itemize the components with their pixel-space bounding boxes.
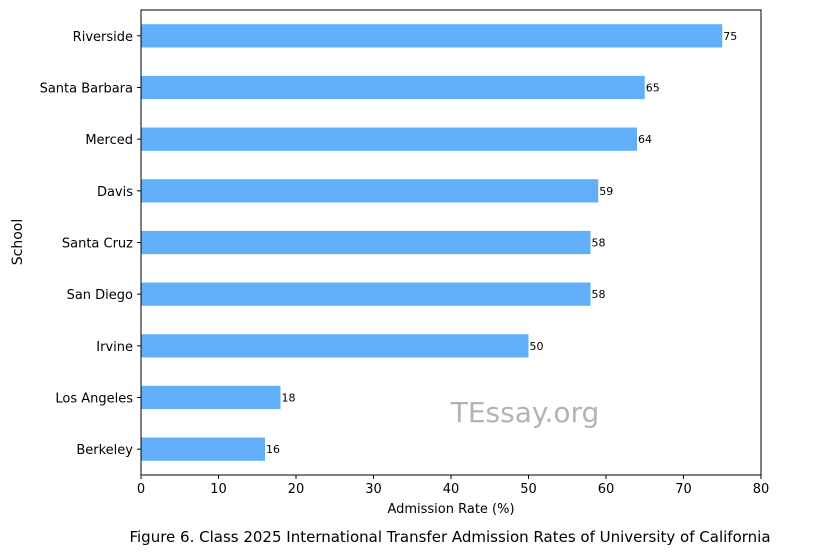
y-tick-label: Berkeley <box>76 443 133 458</box>
bars-group <box>141 24 723 461</box>
bar-berkeley <box>141 437 265 461</box>
bar-riverside <box>141 24 723 48</box>
y-tick-label: Davis <box>97 185 133 200</box>
x-tick-label: 70 <box>675 482 692 497</box>
watermark: TEssay.org <box>450 396 600 429</box>
data-label: 64 <box>638 133 652 146</box>
y-tick-label: Santa Cruz <box>62 237 133 252</box>
data-label: 50 <box>530 340 544 353</box>
x-tick-label: 10 <box>210 482 227 497</box>
x-tick-label: 0 <box>137 482 145 497</box>
x-tick-label: 60 <box>598 482 615 497</box>
bar-los-angeles <box>141 385 281 410</box>
figure-caption: Figure 6. Class 2025 International Trans… <box>129 528 770 546</box>
data-label: 58 <box>592 288 606 301</box>
y-tick-label: Merced <box>85 133 133 148</box>
y-tick-label: Irvine <box>96 340 133 355</box>
y-tick-label: Riverside <box>73 30 133 45</box>
data-label: 65 <box>646 82 660 95</box>
bar-san-diego <box>141 282 591 306</box>
y-tick-label: Santa Barbara <box>40 82 133 97</box>
x-tick-label: 20 <box>288 482 305 497</box>
bar-irvine <box>141 334 529 358</box>
x-tick-label: 40 <box>443 482 460 497</box>
data-label: 16 <box>266 443 280 456</box>
bar-santa-cruz <box>141 230 591 255</box>
data-label: 59 <box>599 185 613 198</box>
data-labels-group: 75 65 64 59 58 58 50 18 16 <box>266 30 737 456</box>
y-tick-label: Los Angeles <box>55 392 133 407</box>
data-label: 58 <box>592 237 606 250</box>
data-label: 18 <box>282 392 296 405</box>
x-axis-label: Admission Rate (%) <box>387 502 514 517</box>
x-tick-label: 30 <box>365 482 382 497</box>
x-tick-label: 50 <box>520 482 537 497</box>
y-axis: Riverside Santa Barbara Merced Davis Santa C… <box>40 30 141 458</box>
x-axis: 0 10 20 30 40 50 60 70 80 <box>137 475 769 497</box>
data-label: 75 <box>723 30 737 43</box>
x-tick-label: 80 <box>753 482 770 497</box>
y-tick-label: San Diego <box>67 288 133 303</box>
bar-santa-barbara <box>141 75 645 100</box>
bar-merced <box>141 127 637 151</box>
y-axis-label: School <box>10 219 26 265</box>
bar-davis <box>141 179 599 203</box>
